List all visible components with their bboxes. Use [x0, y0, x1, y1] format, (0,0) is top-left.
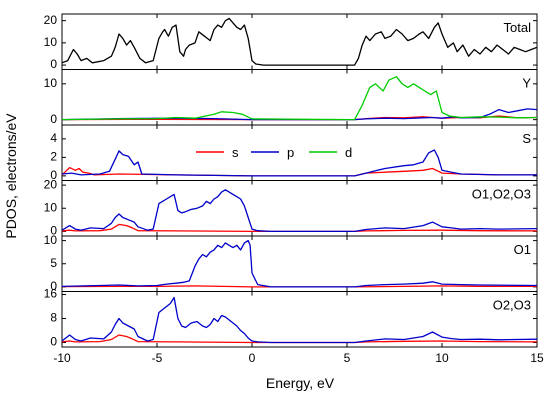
y-tick-label: 0: [50, 224, 57, 238]
series-line-p: [61, 108, 538, 121]
y-tick-label: 0: [50, 168, 57, 182]
panel-label: Total: [504, 20, 532, 35]
panel-0: 0 10 20 Total: [44, 13, 538, 71]
x-tick-label: 15: [530, 351, 544, 365]
y-tick-label: 10: [44, 35, 58, 49]
x-tick-label: -5: [152, 351, 163, 365]
y-tick-label: 0: [50, 279, 57, 293]
x-tick-label: 10: [435, 351, 449, 365]
y-tick-label: 2: [50, 150, 57, 164]
x-tick-label: -10: [53, 351, 71, 365]
series-line-d: [61, 76, 538, 121]
panel-5: 0 8 16 O2,O3: [44, 287, 538, 349]
series-line-p: [61, 189, 538, 233]
y-tick-label: 0: [50, 57, 57, 71]
y-tick-label: 20: [44, 177, 58, 191]
panel-3: 0 10 20 O1,O2,O3: [44, 177, 538, 238]
y-tick-label: 10: [44, 233, 58, 247]
panel-label: O2,O3: [493, 298, 531, 313]
panel-label: O1,O2,O3: [472, 187, 531, 202]
panel-frame: [61, 291, 538, 348]
legend-label-d: d: [345, 145, 352, 160]
panel-1: 0 10 Y: [44, 69, 538, 126]
x-tick-label: 0: [249, 351, 256, 365]
legend-label-s: s: [232, 145, 239, 160]
y-tick-label: 5: [50, 256, 57, 270]
y-tick-label: 0: [50, 112, 57, 126]
y-tick-label: 4: [50, 131, 57, 145]
series-line-p: [61, 149, 537, 177]
panel-frame: [61, 13, 538, 70]
x-tick-label: 5: [344, 351, 351, 365]
panel-label: O1: [514, 242, 531, 257]
panel-frame: [61, 124, 538, 181]
x-axis-title: Energy, eV: [266, 375, 335, 391]
series-line-s: [61, 334, 538, 344]
series-line-p: [61, 239, 538, 288]
legend-label-p: p: [287, 145, 294, 160]
series-line-s: [61, 223, 538, 233]
y-tick-label: 20: [44, 13, 58, 27]
y-tick-label: 10: [44, 200, 58, 214]
series-line: [61, 17, 538, 66]
y-tick-label: 8: [50, 311, 57, 325]
x-axis-ticks: -10 -5 0 5 10 15: [53, 351, 544, 365]
series-line-p: [61, 296, 538, 344]
panel-frame: [61, 235, 538, 292]
panel-4: 0 5 10 O1: [44, 233, 538, 293]
y-tick-label: 0: [50, 335, 57, 349]
y-tick-label: 10: [44, 76, 58, 90]
panel-label: S: [522, 131, 531, 146]
panel-label: Y: [522, 76, 531, 91]
y-axis-title: PDOS, electrons/eV: [3, 113, 19, 239]
chart-legend: s p d: [196, 145, 352, 160]
y-tick-label: 16: [44, 287, 58, 301]
